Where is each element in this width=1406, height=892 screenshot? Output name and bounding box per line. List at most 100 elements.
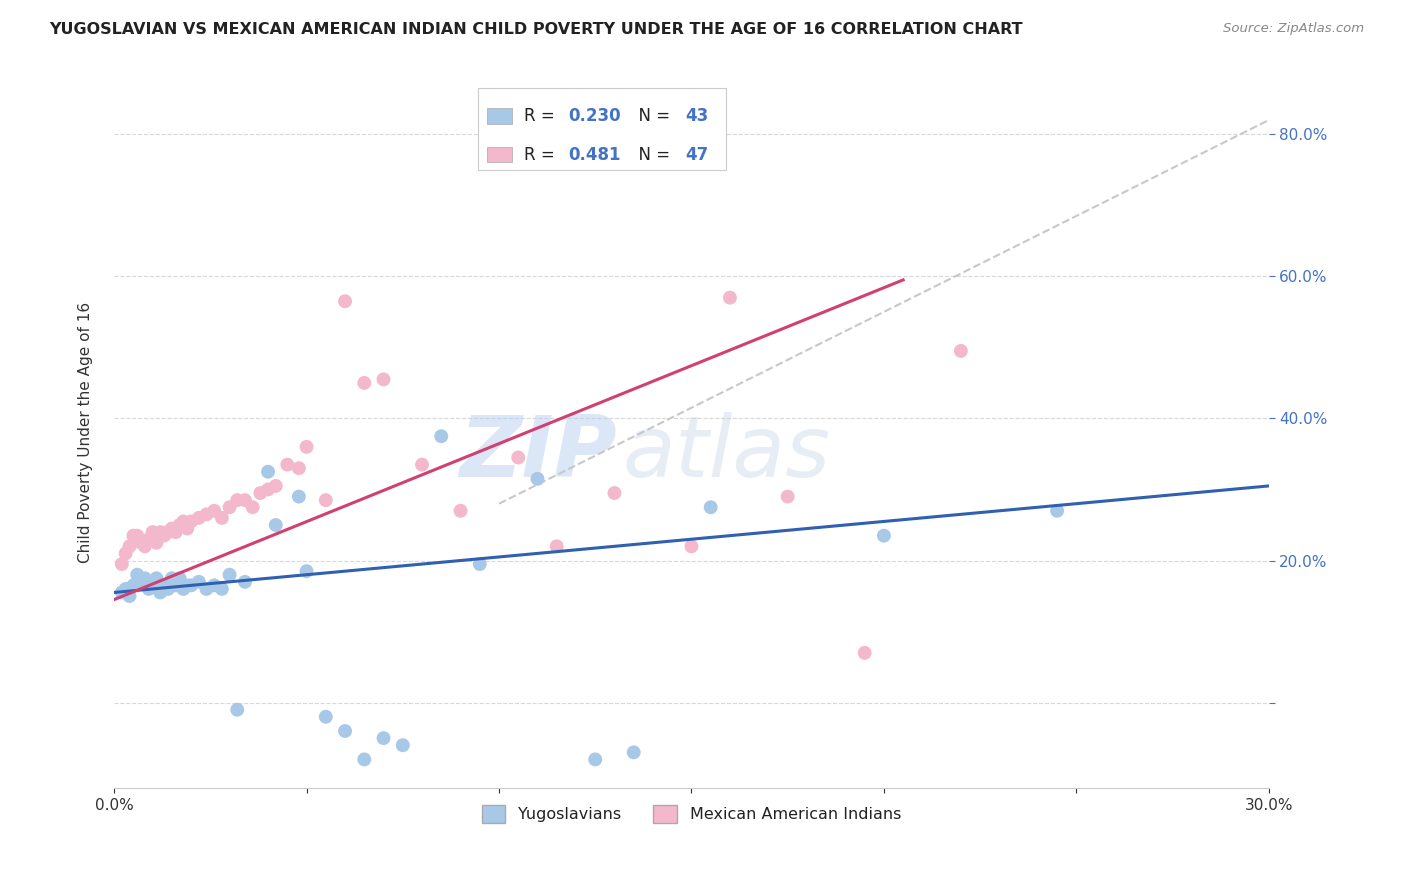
Point — [211, 511, 233, 525]
Point — [508, 450, 530, 465]
Point — [172, 515, 194, 529]
Point — [623, 745, 645, 759]
Text: 47: 47 — [686, 145, 709, 163]
Point — [172, 582, 194, 596]
Point — [333, 724, 356, 739]
Point — [526, 472, 548, 486]
Point — [218, 500, 240, 515]
Point — [391, 738, 413, 752]
Point — [373, 731, 395, 745]
Point — [288, 461, 311, 475]
Text: N =: N = — [628, 145, 675, 163]
Point — [169, 518, 191, 533]
Point — [853, 646, 876, 660]
Point — [127, 529, 149, 543]
Point — [295, 440, 318, 454]
Point — [127, 567, 149, 582]
Text: N =: N = — [628, 107, 675, 125]
Point — [138, 532, 160, 546]
Point — [603, 486, 626, 500]
Text: 43: 43 — [686, 107, 709, 125]
Point — [276, 458, 298, 472]
Point — [583, 752, 606, 766]
Point — [699, 500, 721, 515]
Point — [138, 582, 160, 596]
Point — [195, 582, 218, 596]
Point — [149, 585, 172, 599]
Point — [187, 574, 209, 589]
Point — [226, 493, 249, 508]
Point — [165, 578, 187, 592]
Point — [211, 582, 233, 596]
Text: 0.481: 0.481 — [568, 145, 620, 163]
Point — [153, 578, 176, 592]
Point — [122, 529, 145, 543]
Point — [315, 710, 337, 724]
Point — [202, 578, 225, 592]
Point — [134, 539, 156, 553]
Point — [122, 578, 145, 592]
Point — [873, 529, 896, 543]
Point — [176, 578, 198, 592]
Point — [295, 564, 318, 578]
Point — [1046, 504, 1069, 518]
Point — [233, 574, 256, 589]
Point — [242, 500, 264, 515]
Point — [288, 490, 311, 504]
Point — [195, 508, 218, 522]
Point — [249, 486, 271, 500]
Point — [450, 504, 472, 518]
Legend: Yugoslavians, Mexican American Indians: Yugoslavians, Mexican American Indians — [475, 798, 908, 830]
Point — [202, 504, 225, 518]
Point — [430, 429, 453, 443]
Text: R =: R = — [524, 107, 560, 125]
Point — [111, 557, 134, 571]
Point — [218, 567, 240, 582]
Point — [165, 525, 187, 540]
Point — [156, 582, 179, 596]
Text: Source: ZipAtlas.com: Source: ZipAtlas.com — [1223, 22, 1364, 36]
Point — [129, 535, 152, 549]
Text: R =: R = — [524, 145, 565, 163]
Point — [118, 589, 141, 603]
Point — [145, 535, 167, 549]
Point — [187, 511, 209, 525]
FancyBboxPatch shape — [478, 88, 725, 169]
Point — [949, 343, 972, 358]
Point — [180, 578, 202, 592]
Point — [118, 539, 141, 553]
Point — [257, 465, 280, 479]
Text: 0.230: 0.230 — [568, 107, 620, 125]
Point — [180, 515, 202, 529]
Point — [411, 458, 433, 472]
Point — [315, 493, 337, 508]
Text: ZIP: ZIP — [458, 412, 616, 495]
Point — [142, 525, 165, 540]
Point — [149, 525, 172, 540]
Point — [353, 376, 375, 390]
Point — [776, 490, 799, 504]
Point — [226, 703, 249, 717]
Point — [353, 752, 375, 766]
Text: YUGOSLAVIAN VS MEXICAN AMERICAN INDIAN CHILD POVERTY UNDER THE AGE OF 16 CORRELA: YUGOSLAVIAN VS MEXICAN AMERICAN INDIAN C… — [49, 22, 1022, 37]
Point — [145, 571, 167, 585]
Point — [134, 571, 156, 585]
Point — [333, 294, 356, 309]
Point — [257, 483, 280, 497]
Point — [114, 582, 136, 596]
Point — [160, 571, 183, 585]
Point — [233, 493, 256, 508]
Point — [129, 574, 152, 589]
Point — [264, 479, 287, 493]
Point — [114, 546, 136, 560]
Point — [373, 372, 395, 386]
Point — [156, 525, 179, 540]
Point — [468, 557, 491, 571]
Point — [160, 522, 183, 536]
Bar — [486, 147, 512, 162]
Point — [169, 571, 191, 585]
Point — [153, 529, 176, 543]
Point — [718, 291, 741, 305]
Text: atlas: atlas — [623, 412, 830, 495]
Point — [111, 585, 134, 599]
